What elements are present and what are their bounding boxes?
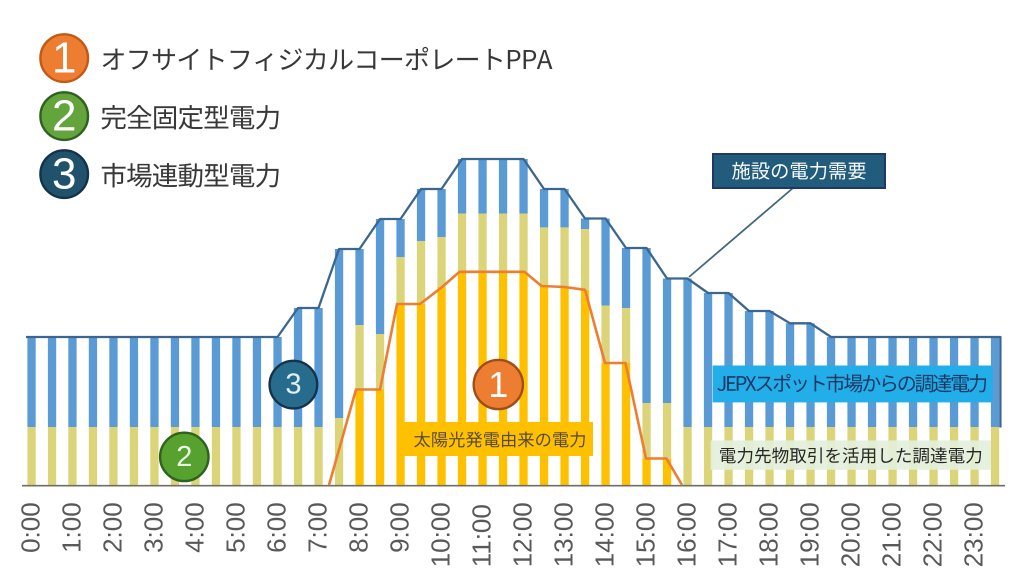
svg-text:1: 1	[488, 364, 508, 405]
svg-text:14:00: 14:00	[590, 502, 620, 567]
svg-text:7:00: 7:00	[303, 502, 333, 553]
svg-text:4:00: 4:00	[180, 502, 210, 553]
svg-text:3:00: 3:00	[139, 502, 169, 553]
svg-text:2: 2	[52, 92, 76, 141]
svg-text:8:00: 8:00	[344, 502, 374, 553]
svg-text:16:00: 16:00	[672, 502, 702, 567]
svg-text:3: 3	[285, 369, 301, 401]
svg-text:15:00: 15:00	[631, 502, 661, 567]
svg-text:2:00: 2:00	[98, 502, 128, 553]
svg-text:13:00: 13:00	[549, 502, 579, 567]
svg-text:0:00: 0:00	[16, 502, 46, 553]
svg-text:21:00: 21:00	[877, 502, 907, 567]
svg-text:17:00: 17:00	[713, 502, 743, 567]
svg-text:23:00: 23:00	[959, 502, 989, 567]
svg-text:10:00: 10:00	[426, 502, 456, 567]
svg-text:6:00: 6:00	[262, 502, 292, 553]
svg-text:19:00: 19:00	[795, 502, 825, 567]
svg-text:12:00: 12:00	[508, 502, 538, 567]
svg-text:1:00: 1:00	[57, 502, 87, 553]
svg-text:20:00: 20:00	[836, 502, 866, 567]
svg-text:3: 3	[52, 150, 76, 199]
svg-text:9:00: 9:00	[385, 502, 415, 553]
svg-text:2: 2	[176, 441, 192, 473]
svg-text:11:00: 11:00	[467, 504, 497, 567]
svg-text:18:00: 18:00	[754, 502, 784, 567]
svg-text:22:00: 22:00	[918, 502, 948, 567]
svg-text:1: 1	[52, 34, 76, 83]
svg-text:5:00: 5:00	[221, 502, 251, 553]
